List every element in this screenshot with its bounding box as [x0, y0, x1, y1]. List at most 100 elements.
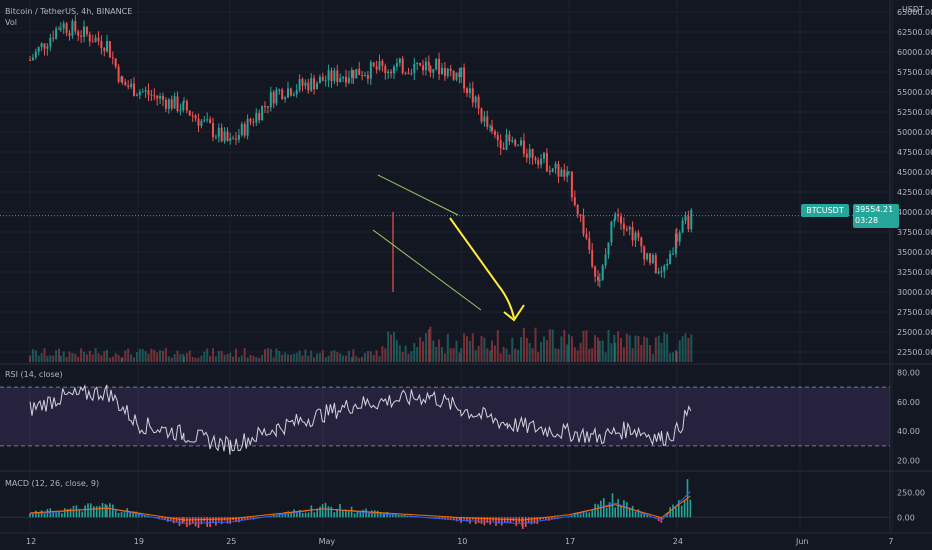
macd-histogram-bar — [539, 517, 541, 520]
candle-body — [407, 72, 410, 74]
volume-bar — [582, 330, 585, 362]
candle-body — [183, 101, 185, 103]
macd-histogram-bar — [643, 513, 645, 518]
candle-body — [369, 62, 372, 79]
candle-body — [568, 171, 570, 173]
volume-bar — [191, 356, 194, 362]
candle-body — [52, 37, 55, 39]
macd-histogram-bar — [93, 506, 95, 518]
candle-body — [514, 140, 517, 146]
time-tick-label: Jun — [795, 537, 809, 546]
volume-bar — [327, 355, 330, 362]
candle-body — [395, 63, 398, 67]
candle-body — [613, 219, 616, 222]
volume-bar — [441, 347, 443, 362]
macd-histogram-bar — [235, 517, 237, 523]
volume-bar — [401, 351, 404, 362]
volume-bar — [534, 327, 537, 362]
candle-body — [318, 76, 321, 84]
macd-histogram-bar — [495, 517, 497, 526]
macd-histogram-bar — [275, 515, 278, 518]
volume-bar — [646, 337, 649, 362]
candle-body — [194, 115, 197, 119]
macd-histogram-bar — [226, 517, 229, 524]
volume-bar — [121, 356, 124, 362]
candle-body — [345, 76, 347, 83]
candle-body — [333, 70, 336, 82]
candle-body — [327, 70, 330, 81]
volume-bar — [261, 354, 264, 362]
macd-histogram-bar — [186, 517, 188, 528]
macd-histogram-bar — [327, 506, 330, 518]
macd-histogram-bar — [501, 517, 503, 526]
volume-bar — [339, 353, 342, 362]
price-tick-label: 65000.00 — [897, 8, 932, 17]
volume-bar — [106, 349, 108, 362]
macd-histogram-bar — [576, 512, 579, 518]
volume-bar — [223, 354, 226, 362]
volume-bar — [167, 356, 170, 362]
volume-bar — [34, 350, 37, 362]
candle-body — [640, 237, 643, 247]
time-tick-label: 7 — [888, 537, 893, 546]
candle-body — [582, 215, 585, 235]
macd-histogram-bar — [241, 517, 243, 521]
candle-body — [463, 67, 466, 89]
macd-signal-line — [29, 495, 691, 521]
volume-bar — [58, 348, 60, 362]
candle-body — [258, 113, 261, 121]
candle-body — [429, 65, 432, 73]
candle-body — [570, 171, 573, 198]
volume-bar — [194, 357, 197, 362]
volume-bar — [511, 337, 514, 362]
macd-histogram-bar — [178, 517, 181, 526]
volume-bar — [591, 348, 594, 362]
volume-bar — [617, 331, 620, 362]
macd-histogram-bar — [353, 513, 356, 518]
volume-bar — [597, 337, 599, 362]
volume-bar — [508, 354, 511, 362]
candle-body — [449, 68, 452, 71]
candle-body — [34, 51, 37, 58]
macd-histogram-bar — [284, 512, 287, 518]
price-tick-label: 62500.00 — [897, 28, 932, 37]
volume-bar — [170, 357, 173, 362]
candle-body — [525, 153, 528, 158]
volume-bar — [85, 354, 88, 362]
candle-body — [71, 21, 74, 36]
volume-bar — [318, 353, 321, 362]
macd-histogram-bar — [40, 510, 43, 518]
volume-bar — [369, 351, 372, 362]
volume-bar — [301, 355, 304, 362]
macd-histogram-bar — [319, 506, 321, 518]
candle-body — [534, 158, 537, 161]
macd-histogram-bar — [43, 513, 46, 518]
volume-bar — [209, 355, 212, 362]
candle-body — [557, 163, 560, 177]
macd-histogram-bar — [123, 512, 126, 518]
volume-bar — [435, 347, 438, 362]
volume-bar — [40, 353, 43, 362]
macd-histogram-bar — [672, 504, 674, 518]
macd-histogram-bar — [307, 512, 310, 518]
macd-histogram-bar — [61, 513, 63, 518]
macd-histogram-bar — [209, 517, 211, 528]
volume-bar — [537, 352, 540, 362]
candle-body — [68, 32, 71, 36]
macd-tick-label: 0.00 — [897, 513, 915, 522]
volume-bar — [410, 351, 413, 362]
candle-body — [85, 26, 88, 35]
volume-bar — [613, 334, 616, 362]
macd-histogram-bar — [594, 503, 596, 518]
candle-body — [153, 95, 156, 97]
macd-histogram-bar — [548, 517, 550, 521]
candle-body — [229, 138, 232, 141]
candle-body — [226, 131, 229, 141]
volume-bar — [675, 351, 678, 362]
candle-body — [62, 23, 65, 29]
volume-bar — [284, 352, 287, 362]
volume-bar — [493, 345, 496, 362]
macd-histogram-bar — [530, 517, 533, 525]
candle-body — [585, 234, 588, 239]
